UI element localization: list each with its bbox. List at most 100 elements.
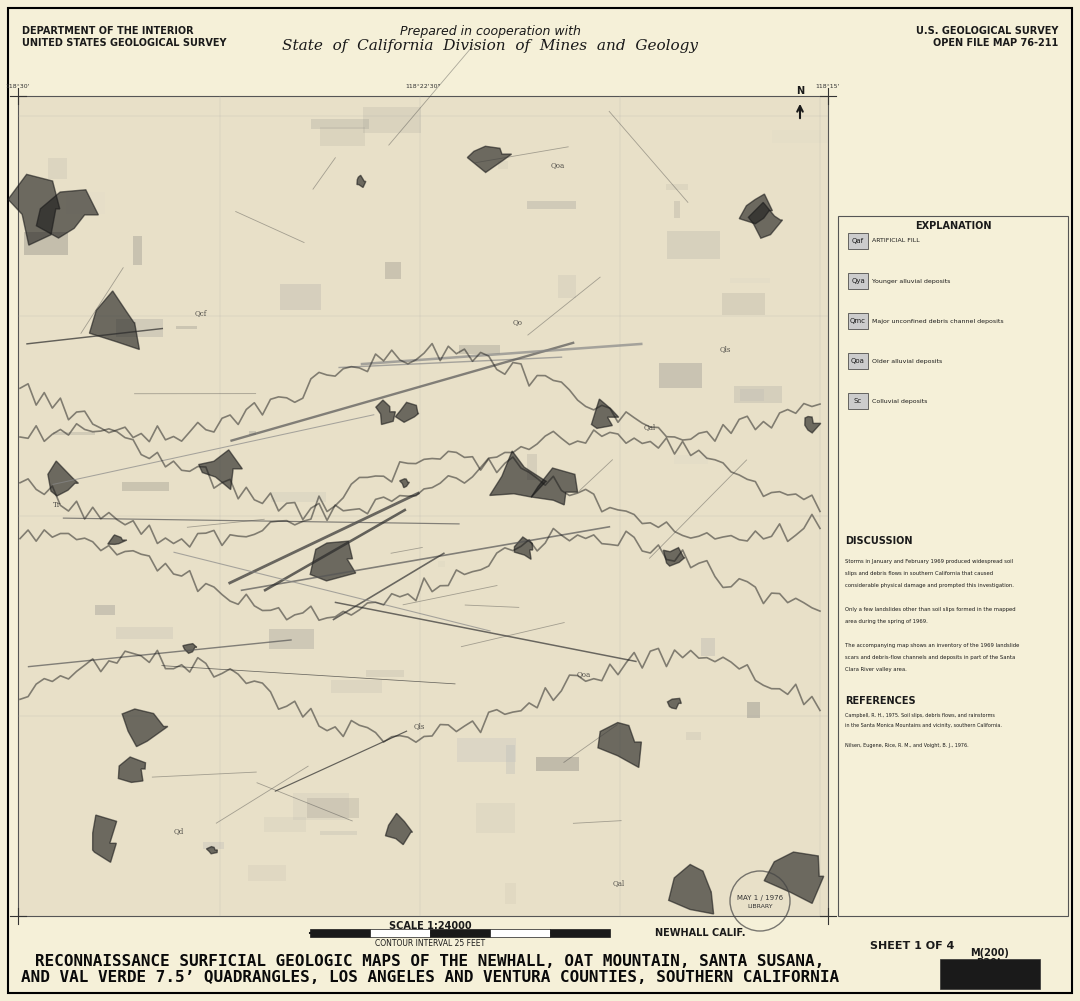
Text: area during the spring of 1969.: area during the spring of 1969. [845,619,928,624]
Bar [430,929,490,937]
Bar [293,793,349,820]
Text: SCALE 1:24000: SCALE 1:24000 [389,921,471,931]
Polygon shape [592,399,619,428]
Text: Qd: Qd [174,827,184,835]
Bar [133,235,141,265]
Bar [438,561,445,567]
Text: Campbell, R. H., 1975. Soil slips, debris flows, and rainstorms: Campbell, R. H., 1975. Soil slips, debri… [845,714,995,719]
Text: R29b: R29b [976,958,1004,968]
Text: EXPLANATION: EXPLANATION [915,221,991,231]
Text: 118°30': 118°30' [5,84,30,89]
Text: LIBRARY: LIBRARY [747,905,773,910]
Bar [459,345,500,354]
Bar [848,313,868,329]
Bar [116,628,173,640]
Polygon shape [395,402,419,422]
Polygon shape [376,400,395,424]
Text: Qcf: Qcf [194,309,207,317]
Polygon shape [748,202,783,238]
Bar [95,606,114,615]
Bar [746,702,759,718]
Bar [730,278,770,283]
Polygon shape [90,291,139,349]
Bar [490,929,550,937]
Text: Storms in January and February 1969 produced widespread soil: Storms in January and February 1969 prod… [845,559,1013,564]
Bar [25,232,68,254]
Bar [321,832,357,836]
Bar [848,393,868,409]
Bar [365,670,404,677]
Bar [370,929,430,937]
Polygon shape [805,416,821,432]
Text: NEWHALL CALIF.: NEWHALL CALIF. [654,928,745,938]
Polygon shape [183,644,197,654]
Text: DISCUSSION: DISCUSSION [845,536,913,546]
Bar [281,284,321,310]
Bar [271,491,326,502]
Bar [940,959,1040,989]
Text: DEPARTMENT OF THE INTERIOR: DEPARTMENT OF THE INTERIOR [22,26,193,36]
Polygon shape [93,815,117,862]
Text: CONTOUR INTERVAL 25 FEET: CONTOUR INTERVAL 25 FEET [375,939,485,948]
Bar [507,745,514,774]
Polygon shape [669,865,714,914]
Text: Prepared in cooperation with: Prepared in cooperation with [400,24,580,37]
Bar [733,386,782,403]
Bar [457,739,515,762]
Bar [536,757,579,771]
Bar [116,318,162,337]
Text: REFERENCES: REFERENCES [845,696,916,706]
Bar [48,158,67,179]
Polygon shape [37,190,98,238]
Text: Sc: Sc [854,398,862,404]
Text: Older alluvial deposits: Older alluvial deposits [872,358,942,363]
Bar [264,818,307,833]
Polygon shape [489,451,546,497]
Polygon shape [514,537,532,560]
Polygon shape [598,723,642,768]
Bar [848,273,868,289]
Bar [249,431,256,435]
Text: MAY 1 / 1976: MAY 1 / 1976 [737,895,783,901]
Polygon shape [386,814,413,845]
Polygon shape [48,461,79,495]
Text: 118°22'30": 118°22'30" [405,84,441,89]
Bar [269,629,314,650]
Bar [848,353,868,369]
Bar [248,865,286,881]
Bar [320,126,365,146]
Bar [686,732,701,740]
Bar [674,454,707,464]
Polygon shape [663,548,685,567]
Text: N: N [796,86,805,96]
Text: 118°15': 118°15' [815,84,840,89]
Text: Qoa: Qoa [577,671,591,679]
Polygon shape [531,468,578,505]
Text: Clara River valley area.: Clara River valley area. [845,667,907,672]
Text: Younger alluvial deposits: Younger alluvial deposits [872,278,950,283]
Text: Qal: Qal [644,423,656,431]
Polygon shape [356,175,366,187]
Polygon shape [667,699,681,709]
Text: Qls: Qls [414,722,426,730]
Bar [838,216,1068,916]
Bar [527,454,537,479]
Text: Nilsen, Eugene, Rice, R. M., and Voight, B. J., 1976.: Nilsen, Eugene, Rice, R. M., and Voight,… [845,744,969,749]
Text: considerable physical damage and prompted this investigation.: considerable physical damage and prompte… [845,583,1014,588]
Bar [550,929,610,937]
Polygon shape [765,852,824,904]
Text: The accompanying map shows an inventory of the 1969 landslide: The accompanying map shows an inventory … [845,643,1020,648]
Text: Qmc: Qmc [850,318,866,324]
Polygon shape [108,535,126,545]
Polygon shape [206,847,217,854]
Bar [18,96,828,916]
Text: AND VAL VERDE 7.5’ QUADRANGLES, LOS ANGELES AND VENTURA COUNTIES, SOUTHERN CALIF: AND VAL VERDE 7.5’ QUADRANGLES, LOS ANGE… [21,970,839,985]
Bar [67,191,105,214]
Text: Qoa: Qoa [851,358,865,364]
Bar [848,233,868,249]
Bar [505,883,516,904]
Bar [330,680,381,693]
Text: in the Santa Monica Mountains and vicinity, southern California.: in the Santa Monica Mountains and vicini… [845,724,1002,729]
Bar [363,107,420,133]
Polygon shape [119,757,146,783]
